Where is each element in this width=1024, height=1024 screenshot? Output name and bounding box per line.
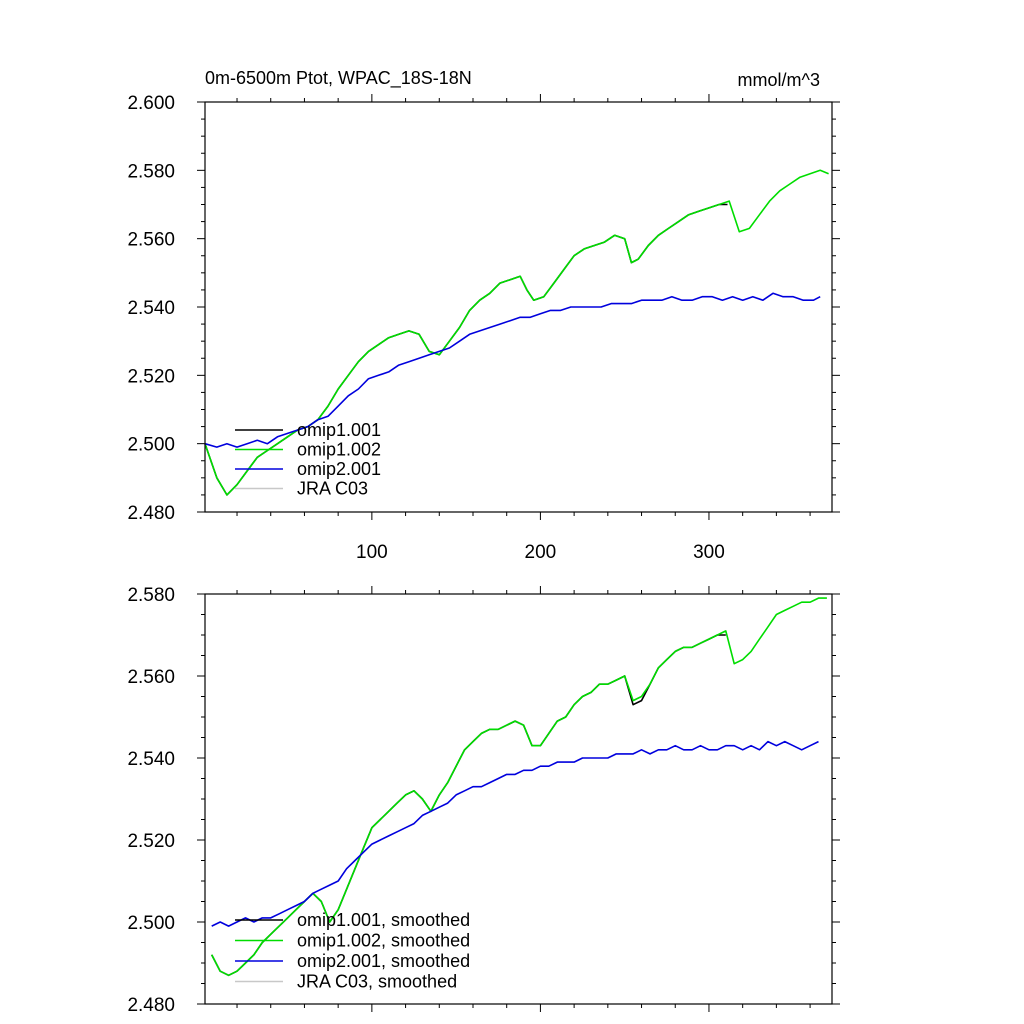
y-tick-label: 2.580 [127, 161, 175, 182]
x-tick-label: 300 [693, 542, 725, 563]
x-tick-label: 200 [525, 542, 557, 563]
y-tick-label: 2.580 [127, 585, 175, 606]
series-line-omip2-001-smoothed [211, 740, 819, 927]
y-tick-label: 2.600 [127, 93, 175, 114]
y-tick-label: 2.540 [127, 298, 175, 319]
top-panel: 2.480 2.500 2.520 2.540 2.560 2.580 2.600 100 20… [127, 93, 840, 563]
y-tick-label: 2.560 [127, 230, 175, 251]
series-line-omip1-001 [204, 203, 728, 496]
y-tick-label: 2.480 [127, 995, 175, 1016]
series-line-omip1-002-smoothed [210, 597, 827, 977]
legend-label: omip2.001, smoothed [297, 951, 470, 971]
x-tick-label: 100 [356, 542, 388, 563]
legend-label: omip1.002, smoothed [297, 931, 470, 951]
y-tick-label: 2.500 [127, 435, 175, 456]
legend-label: omip1.001 [297, 420, 381, 440]
plot-title: 0m-6500m Ptot, WPAC_18S-18N [205, 68, 472, 89]
y-tick-label: 2.480 [127, 503, 175, 524]
legend-label: JRA C03 [297, 479, 368, 499]
legend-label: omip2.001 [297, 459, 381, 479]
y-tick-label: 2.500 [127, 913, 175, 934]
y-tick-label: 2.520 [127, 366, 175, 387]
legend-label: JRA C03, smoothed [297, 972, 457, 992]
units-label: mmol/m^3 [738, 70, 820, 90]
y-tick-label: 2.520 [127, 831, 175, 852]
y-tick-label: 2.560 [127, 667, 175, 688]
legend-label: omip1.001, smoothed [297, 910, 470, 930]
y-tick-label: 2.540 [127, 749, 175, 770]
series-line-omip2-001 [204, 292, 821, 448]
legend-label: omip1.002 [297, 440, 381, 460]
bottom-panel: 2.480 2.500 2.520 2.540 2.560 2.580 omip1.001,… [127, 585, 840, 1016]
